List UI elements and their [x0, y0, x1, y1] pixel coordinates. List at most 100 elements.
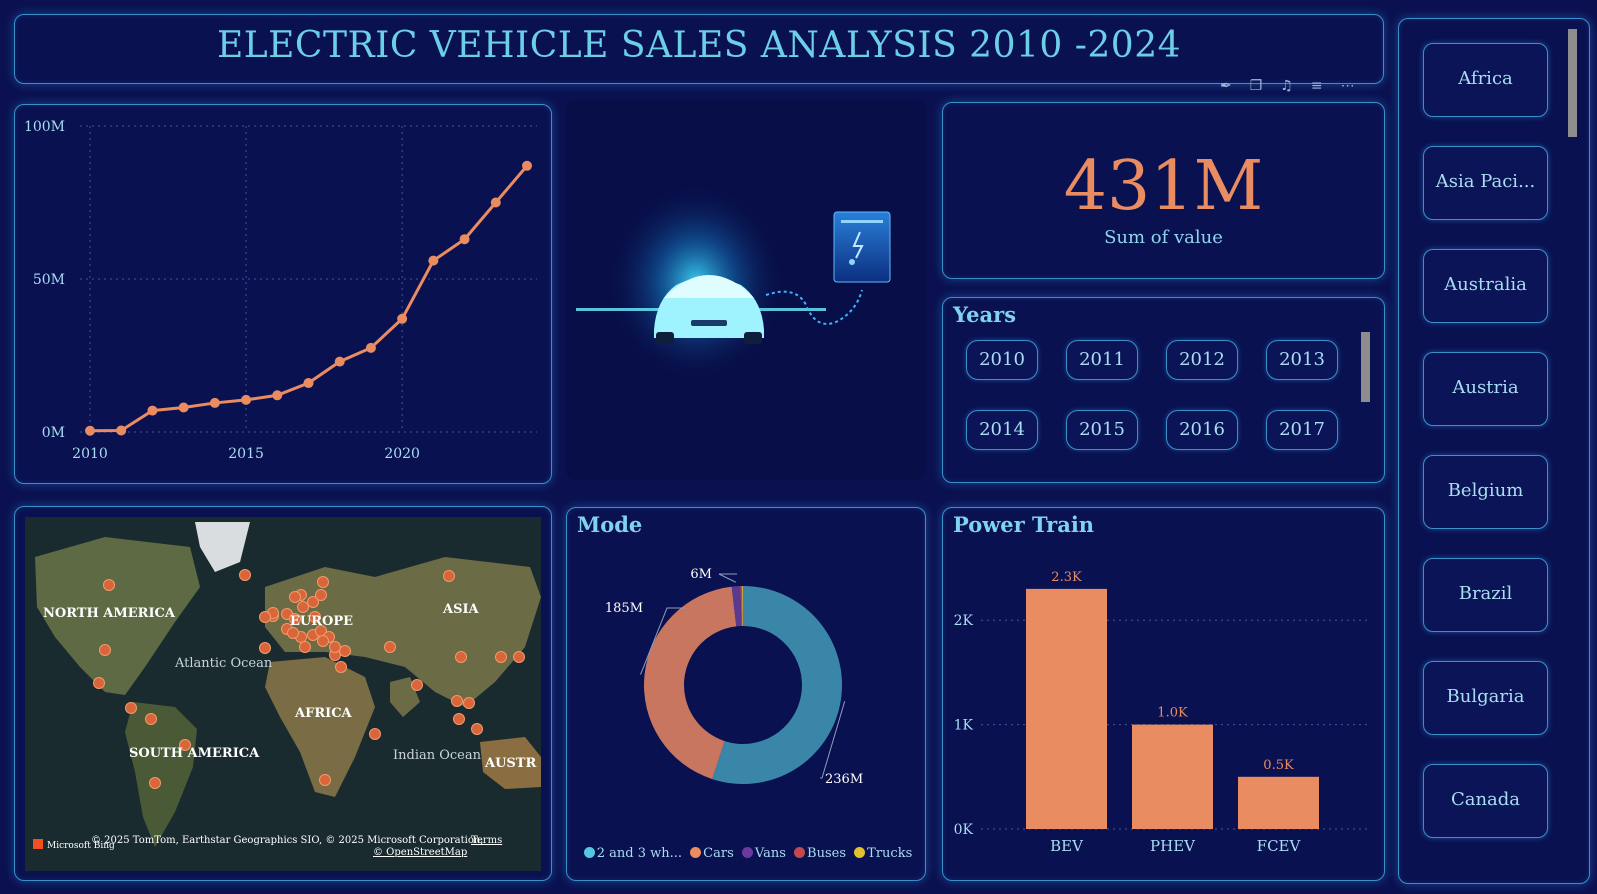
- map-location-dot[interactable]: [315, 589, 327, 601]
- sales-line-chart-panel[interactable]: 100M 50M 0M 2010 2015 2020: [14, 104, 552, 484]
- map-location-dot[interactable]: [369, 728, 381, 740]
- donut-label-2: 6M: [690, 567, 712, 582]
- map-location-dot[interactable]: [309, 611, 321, 623]
- donut-slice-3[interactable]: [740, 586, 743, 627]
- map-location-dot[interactable]: [287, 627, 299, 639]
- map-location-dot[interactable]: [239, 569, 251, 581]
- year-button-2012[interactable]: 2012: [1166, 340, 1238, 380]
- sales-point-2017[interactable]: [303, 378, 314, 389]
- donut-slice-0[interactable]: [712, 586, 842, 784]
- legend-trucks[interactable]: Trucks: [867, 846, 913, 861]
- country-button-asia-pacific[interactable]: Asia Paci...: [1423, 146, 1548, 220]
- map-location-dot[interactable]: [299, 641, 311, 653]
- map-location-dot[interactable]: [103, 579, 115, 591]
- country-button-australia[interactable]: Australia: [1423, 249, 1548, 323]
- year-button-2011[interactable]: 2011: [1066, 340, 1138, 380]
- map-location-dot[interactable]: [319, 774, 331, 786]
- map-location-dot[interactable]: [411, 679, 423, 691]
- map-location-dot[interactable]: [453, 713, 465, 725]
- sales-point-2012[interactable]: [147, 405, 158, 416]
- country-button-austria[interactable]: Austria: [1423, 352, 1548, 426]
- year-button-2017[interactable]: 2017: [1266, 410, 1338, 450]
- map-osm-link[interactable]: © OpenStreetMap: [373, 847, 467, 858]
- pin-icon[interactable]: ✒: [1220, 78, 1250, 94]
- sales-point-2022[interactable]: [459, 234, 470, 245]
- map-location-dot[interactable]: [289, 591, 301, 603]
- map-location-dot[interactable]: [317, 635, 329, 647]
- map-location-dot[interactable]: [289, 613, 301, 625]
- sales-point-2023[interactable]: [490, 197, 501, 208]
- year-button-2014[interactable]: 2014: [966, 410, 1038, 450]
- map-location-dot[interactable]: [339, 645, 351, 657]
- page-title: ELECTRIC VEHICLE SALES ANALYSIS 2010 -20…: [216, 25, 1182, 66]
- sales-point-2013[interactable]: [178, 402, 189, 413]
- legend-cars[interactable]: Cars: [703, 846, 734, 861]
- sales-point-2019[interactable]: [365, 342, 376, 353]
- map-location-dot[interactable]: [317, 576, 329, 588]
- map-terms-link[interactable]: Terms: [471, 835, 502, 846]
- copy-icon[interactable]: ❐: [1249, 78, 1281, 94]
- map-canvas[interactable]: NORTH AMERICA EUROPE ASIA Atlantic Ocean…: [25, 517, 541, 871]
- world-map[interactable]: NORTH AMERICA EUROPE ASIA Atlantic Ocean…: [25, 517, 541, 871]
- map-location-dot[interactable]: [471, 723, 483, 735]
- map-location-dot[interactable]: [125, 702, 137, 714]
- country-button-canada[interactable]: Canada: [1423, 764, 1548, 838]
- sales-point-2016[interactable]: [272, 390, 283, 401]
- donut-slice-2[interactable]: [731, 586, 742, 627]
- sales-point-2018[interactable]: [334, 356, 345, 367]
- legend-2and3[interactable]: 2 and 3 wh...: [596, 846, 683, 861]
- country-button-brazil[interactable]: Brazil: [1423, 558, 1548, 632]
- map-location-dot[interactable]: [179, 739, 191, 751]
- year-button-2016[interactable]: 2016: [1166, 410, 1238, 450]
- legend-vans[interactable]: Vans: [754, 846, 786, 861]
- year-button-2010[interactable]: 2010: [966, 340, 1038, 380]
- map-location-dot[interactable]: [307, 596, 319, 608]
- map-location-dot[interactable]: [451, 695, 463, 707]
- sales-point-2024[interactable]: [522, 160, 532, 171]
- donut-slice-1[interactable]: [643, 586, 737, 780]
- year-button-2015[interactable]: 2015: [1066, 410, 1138, 450]
- map-location-dot[interactable]: [455, 651, 467, 663]
- power-train-panel[interactable]: Power Train 2K 1K 0K 2.3K BEV 1.0K PHEV 0.5K FCE…: [942, 507, 1385, 881]
- sales-point-2010[interactable]: [85, 425, 95, 436]
- power-train-bar-chart[interactable]: 2K 1K 0K 2.3K BEV 1.0K PHEV 0.5K FCEV: [943, 508, 1383, 878]
- country-button-bulgaria[interactable]: Bulgaria: [1423, 661, 1548, 735]
- map-location-dot[interactable]: [259, 611, 271, 623]
- map-location-dot[interactable]: [463, 697, 475, 709]
- legend-buses[interactable]: Buses: [807, 846, 847, 861]
- year-button-2013[interactable]: 2013: [1266, 340, 1338, 380]
- map-location-dot[interactable]: [495, 651, 507, 663]
- map-location-dot[interactable]: [443, 570, 455, 582]
- map-location-dot[interactable]: [384, 641, 396, 653]
- donut-slice-4[interactable]: [742, 586, 743, 627]
- country-button-belgium[interactable]: Belgium: [1423, 455, 1548, 529]
- mode-donut-panel[interactable]: Mode 236M 185M 6M 2 and 3 wh... Cars Vans …: [566, 507, 926, 881]
- map-location-dot[interactable]: [93, 677, 105, 689]
- map-panel[interactable]: NORTH AMERICA EUROPE ASIA Atlantic Ocean…: [14, 506, 552, 881]
- sales-point-2011[interactable]: [116, 425, 127, 436]
- map-location-dot[interactable]: [329, 641, 341, 653]
- map-location-dot[interactable]: [259, 642, 271, 654]
- bar-fcev[interactable]: [1238, 776, 1319, 829]
- bar-bev[interactable]: [1026, 588, 1107, 829]
- filter-icon[interactable]: ≡: [1310, 78, 1341, 94]
- map-location-dot[interactable]: [335, 661, 347, 673]
- years-scrollbar[interactable]: [1361, 332, 1370, 402]
- map-location-dot[interactable]: [513, 651, 525, 663]
- sales-point-2015[interactable]: [241, 394, 252, 405]
- map-location-dot[interactable]: [99, 644, 111, 656]
- x-tick-label: 2010: [72, 446, 108, 462]
- map-location-dot[interactable]: [149, 777, 161, 789]
- sales-point-2014[interactable]: [209, 397, 220, 408]
- sales-point-2020[interactable]: [397, 313, 408, 324]
- mode-donut-chart[interactable]: 236M 185M 6M: [567, 508, 924, 838]
- bell-icon[interactable]: ♫: [1280, 78, 1311, 94]
- map-location-dot[interactable]: [297, 601, 309, 613]
- bar-phev[interactable]: [1132, 724, 1213, 829]
- more-icon[interactable]: ⋯: [1340, 78, 1373, 94]
- country-scrollbar[interactable]: [1568, 29, 1577, 137]
- country-button-africa[interactable]: Africa: [1423, 43, 1548, 117]
- map-location-dot[interactable]: [145, 713, 157, 725]
- sales-point-2021[interactable]: [428, 255, 439, 266]
- sales-line-chart[interactable]: 100M 50M 0M 2010 2015 2020: [15, 105, 550, 482]
